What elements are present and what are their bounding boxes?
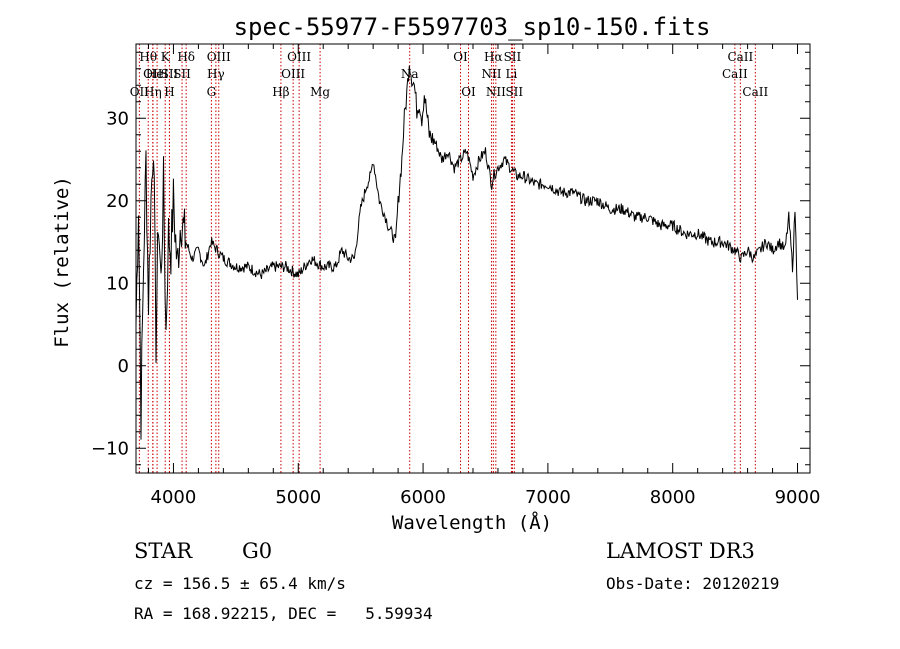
y-axis-label: Flux (relative) — [51, 176, 73, 348]
line-marker-label: Hδ — [177, 50, 195, 64]
y-tick-label: −10 — [91, 438, 129, 459]
line-marker-label: K — [161, 50, 171, 64]
object-subclass: G0 — [242, 539, 272, 563]
x-tick-label: 9000 — [775, 487, 821, 508]
line-marker-label: CaII — [727, 50, 753, 64]
line-marker-label: Hβ — [272, 85, 289, 99]
line-marker-label: NII — [481, 67, 501, 81]
line-marker-label: OIII — [287, 50, 311, 64]
line-marker-label: H — [164, 85, 174, 99]
line-marker-label: NII — [486, 85, 506, 99]
line-marker-label: OI — [453, 50, 468, 64]
line-marker-label: OI — [461, 85, 476, 99]
redshift-readout: cz = 156.5 ± 65.4 km/s — [134, 574, 346, 593]
line-marker-label: OII — [143, 67, 163, 81]
plot-frame — [135, 43, 811, 474]
spectrum-line — [135, 65, 798, 440]
object-class: STAR — [134, 539, 193, 563]
x-tick-label: 8000 — [650, 487, 696, 508]
x-tick-label: 4000 — [151, 487, 197, 508]
x-axis-label: Wavelength (Å) — [392, 511, 552, 534]
line-marker-label: Mg — [310, 85, 330, 99]
line-marker-label: SII — [173, 67, 191, 81]
line-marker-label: Na — [401, 67, 419, 81]
y-tick-label: 30 — [106, 108, 129, 129]
spectral-line-markers — [138, 44, 756, 473]
coordinates: RA = 168.92215, DEC = 5.59934 — [134, 604, 433, 623]
line-marker-label: G — [207, 85, 217, 99]
line-marker-label: OII — [130, 85, 150, 99]
x-tick-label: 5000 — [275, 487, 321, 508]
line-marker-label: CaII — [722, 67, 748, 81]
x-tick-label: 7000 — [525, 487, 571, 508]
line-marker-label: Hη — [144, 85, 162, 99]
line-marker-label: CaII — [742, 85, 768, 99]
y-tick-label: 10 — [106, 273, 129, 294]
y-axis-ticks: −10 0 10 20 30 — [91, 51, 810, 466]
line-marker-label: Hγ — [207, 67, 225, 81]
chart-title: spec-55977-F5597703_sp10-150.fits — [234, 13, 711, 41]
x-tick-label: 6000 — [400, 487, 446, 508]
survey-name: LAMOST DR3 — [606, 539, 755, 563]
line-marker-label: Hθ — [139, 50, 157, 64]
line-marker-label: SII — [504, 50, 522, 64]
line-marker-label: SII — [505, 85, 523, 99]
line-marker-label: HeI — [146, 67, 169, 81]
y-tick-label: 20 — [106, 191, 129, 212]
line-marker-label: Li — [506, 67, 518, 81]
line-marker-label: SII — [161, 67, 179, 81]
line-marker-label: OIII — [207, 50, 231, 64]
x-axis-ticks: 4000 5000 6000 7000 8000 9000 — [147, 44, 821, 508]
line-marker-label: Hα — [484, 50, 503, 64]
obs-date: Obs-Date: 20120219 — [606, 574, 779, 593]
line-marker-label: OIII — [281, 67, 305, 81]
y-tick-label: 0 — [118, 356, 129, 377]
